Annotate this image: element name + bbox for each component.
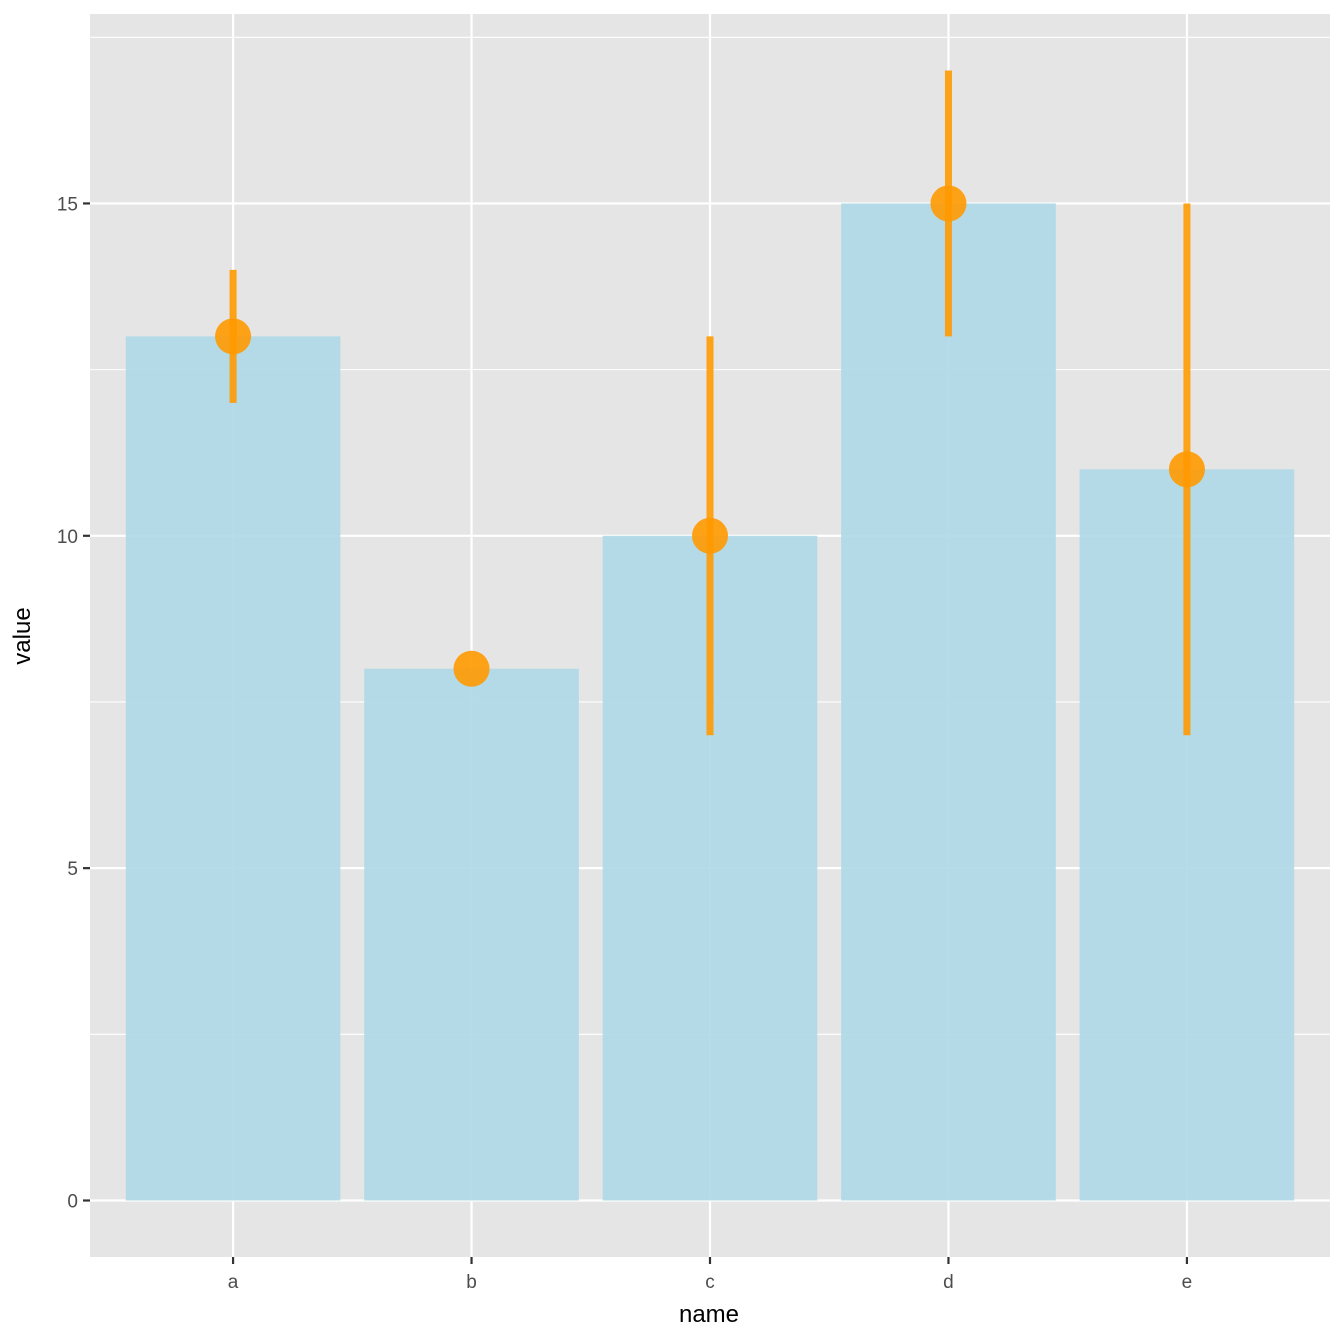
bar [364,668,579,1201]
y-tick-label: 15 [57,194,78,215]
bar [841,203,1056,1201]
x-tick-label: d [943,1272,954,1293]
x-tick-label: c [705,1272,715,1293]
x-tick-label: e [1182,1272,1193,1293]
data-point [692,517,728,554]
data-point [930,185,967,222]
y-axis: 0 5 10 15 [57,194,90,1213]
x-tick-label: b [466,1272,477,1293]
x-axis-title: name [679,1301,739,1328]
y-tick-label: 10 [57,527,78,548]
points [215,185,1205,687]
bars [125,203,1295,1201]
data-point [215,318,252,355]
bar [125,336,341,1201]
data-point [453,650,490,687]
x-axis: a b c d e [228,1257,1192,1293]
y-axis-title: value [9,607,36,664]
y-tick-label: 0 [67,1192,78,1213]
data-point [1168,451,1205,488]
y-tick-label: 5 [67,859,78,880]
x-tick-label: a [228,1272,239,1293]
